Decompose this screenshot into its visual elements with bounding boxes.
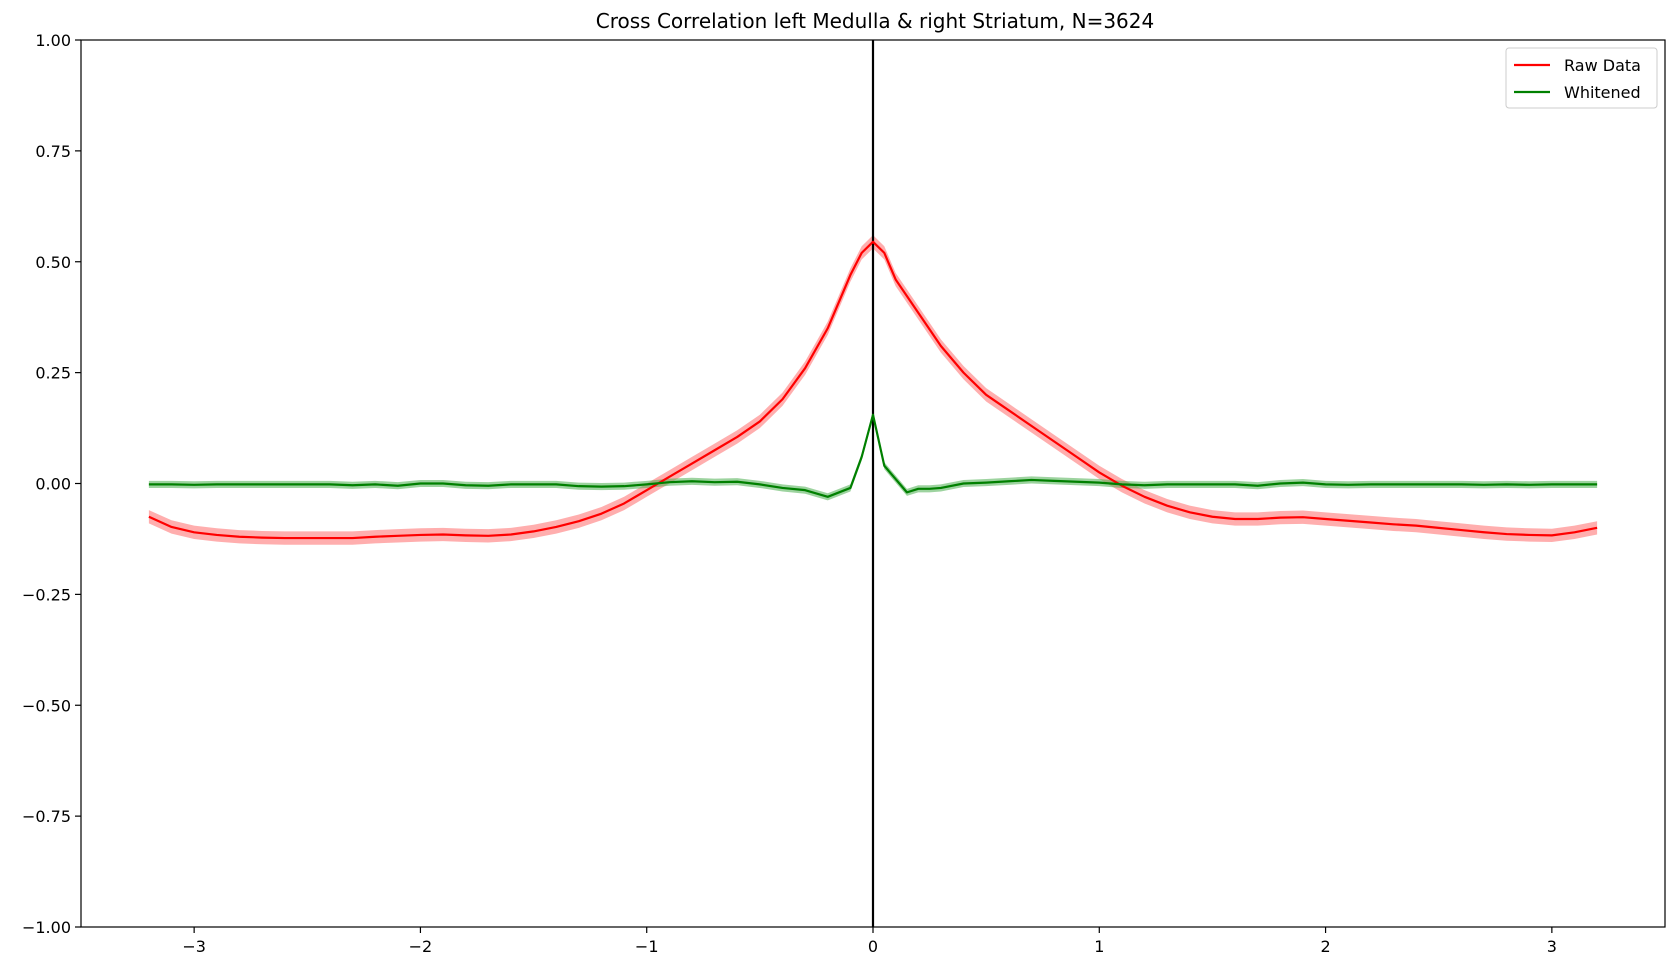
- y-tick-label: 0.50: [35, 253, 71, 272]
- x-tick-label: 1: [1094, 937, 1104, 956]
- y-tick-label: 0.00: [35, 475, 71, 494]
- axes: −3 −2 −1 0 1 2 3 1.00 0.75 0.50 0.25 0.00 −0.25 −0.50…: [22, 31, 1666, 956]
- chart-title: Cross Correlation left Medulla & right S…: [596, 9, 1154, 33]
- x-tick-label: −2: [409, 937, 433, 956]
- x-tick-label: −3: [182, 937, 206, 956]
- y-tick-label: −0.75: [22, 807, 71, 826]
- legend-label: Whitened: [1564, 83, 1641, 102]
- y-tick-label: 0.25: [35, 364, 71, 383]
- y-tick-label: 0.75: [35, 142, 71, 161]
- legend-label: Raw Data: [1564, 56, 1641, 75]
- y-tick-label: −1.00: [22, 918, 71, 937]
- legend: Raw Data Whitened: [1505, 47, 1658, 109]
- y-tick-label: −0.25: [22, 585, 71, 604]
- y-tick-label: 1.00: [35, 31, 71, 50]
- series-line-raw-data: [148, 240, 1598, 540]
- series-lines: [148, 240, 1598, 540]
- y-tick-label: −0.50: [22, 696, 71, 715]
- x-tick-label: 0: [868, 937, 878, 956]
- x-tick-label: 3: [1547, 937, 1557, 956]
- x-tick-label: −1: [635, 937, 659, 956]
- series-line-whitened: [148, 413, 1598, 498]
- x-tick-label: 2: [1320, 937, 1330, 956]
